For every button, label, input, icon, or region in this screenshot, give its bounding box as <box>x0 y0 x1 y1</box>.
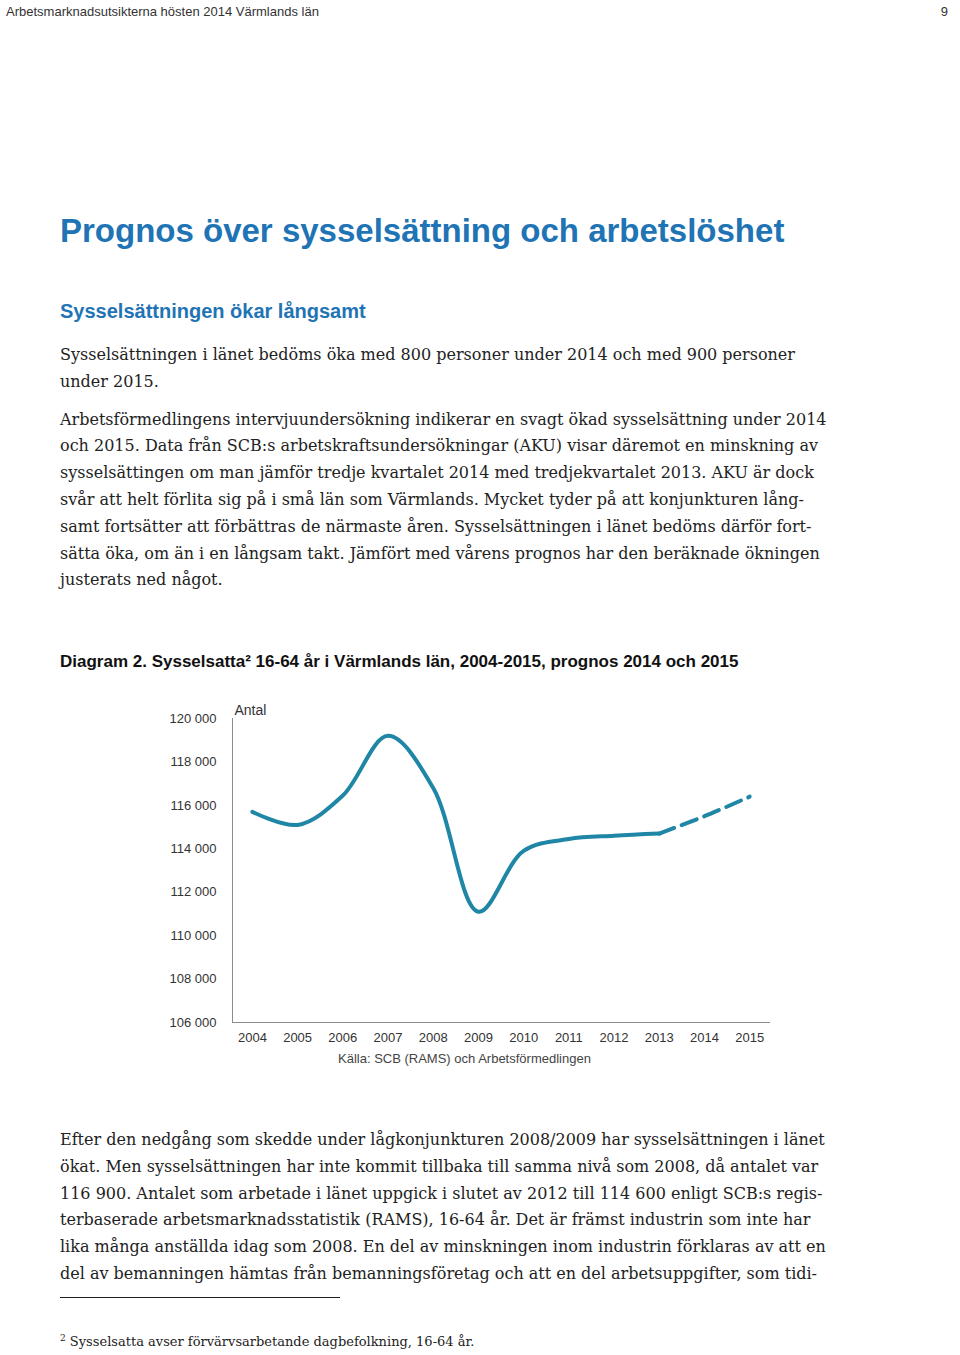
svg-text:2004: 2004 <box>238 1030 267 1045</box>
html-text:sätta öka, om än i en långsam: sätta öka, om än i en långsam takt. Jämf… <box>60 543 820 563</box>
svg-text:2006: 2006 <box>328 1030 357 1045</box>
svg-text:2007: 2007 <box>374 1030 403 1045</box>
html-text:116 900. Antalet som arbetade: 116 900. Antalet som arbetade i länet up… <box>60 1183 823 1203</box>
svg-text:106 000: 106 000 <box>170 1015 217 1030</box>
html-text:2Sysselsatta avser förvärvsarb: 2Sysselsatta avser förvärvsarbetande dag… <box>60 1333 475 1350</box>
svg-text:2013: 2013 <box>645 1030 674 1045</box>
html-text:ökat. Men sysselsättningen har: ökat. Men sysselsättningen har inte komm… <box>60 1156 819 1176</box>
svg-text:120 000: 120 000 <box>170 711 217 726</box>
html-text:Källa: SCB (RAMS) och Arbetsfö: Källa: SCB (RAMS) och Arbetsförmedlingen <box>338 1051 591 1066</box>
svg-text:2012: 2012 <box>600 1030 629 1045</box>
html-text:sysselsättingen om man jämför: sysselsättingen om man jämför tredje kva… <box>60 463 814 483</box>
svg-text:118 000: 118 000 <box>170 754 216 769</box>
html-text:och 2015. Data från SCB:s arbe: och 2015. Data från SCB:s arbetskraftsun… <box>60 436 818 456</box>
svg-text:2008: 2008 <box>419 1030 448 1045</box>
html-text:lika många anställda idag som: lika många anställda idag som 2008. En d… <box>60 1237 826 1257</box>
svg-text:114 000: 114 000 <box>170 841 216 856</box>
svg-text:2005: 2005 <box>283 1030 312 1045</box>
svg-text:2011: 2011 <box>555 1030 583 1045</box>
html-text:samt fortsätter att förbättras: samt fortsätter att förbättras de närmas… <box>60 516 812 536</box>
svg-text:2009: 2009 <box>464 1030 493 1045</box>
svg-text:Antal: Antal <box>235 702 267 718</box>
html-text:under 2015.: under 2015. <box>60 371 159 391</box>
svg-text:116 000: 116 000 <box>170 798 216 813</box>
svg-text:2014: 2014 <box>690 1030 719 1045</box>
html-text:terbaserade arbetsmarknadsstat: terbaserade arbetsmarknadsstatistik (RAM… <box>60 1210 811 1230</box>
svg-text:110 000: 110 000 <box>170 928 216 943</box>
html-text:del av bemanningen hämtas från: del av bemanningen hämtas från bemanning… <box>60 1264 817 1283</box>
html-text:Sysselsättningen i länet bedöm: Sysselsättningen i länet bedöms öka med … <box>60 345 795 364</box>
html-text:justerats ned något.: justerats ned något. <box>60 570 223 590</box>
html-text:Arbetsförmedlingens intervjuun: Arbetsförmedlingens intervjuundersökning… <box>60 409 827 429</box>
html-text:Sysselsättningen ökar långsamt: Sysselsättningen ökar långsamt <box>60 300 366 322</box>
svg-text:108 000: 108 000 <box>170 971 217 986</box>
html-text:Prognos över sysselsättning oc: Prognos över sysselsättning och arbetslö… <box>60 212 785 249</box>
html-text:svår att helt förlita sig på i: svår att helt förlita sig på i små län s… <box>60 490 804 509</box>
svg-text:112 000: 112 000 <box>170 884 216 899</box>
svg-text:2010: 2010 <box>509 1030 538 1045</box>
html-text:Arbetsmarknadsutsikterna höste: Arbetsmarknadsutsikterna hösten 2014 Vär… <box>6 4 319 19</box>
svg-text:2015: 2015 <box>735 1030 764 1045</box>
html-text:Efter den nedgång som skedde u: Efter den nedgång som skedde under lågko… <box>60 1130 825 1149</box>
html-text:Diagram 2. Sysselsatta² 16-64: Diagram 2. Sysselsatta² 16-64 år i Värml… <box>60 652 739 671</box>
html-text:9: 9 <box>940 4 948 19</box>
